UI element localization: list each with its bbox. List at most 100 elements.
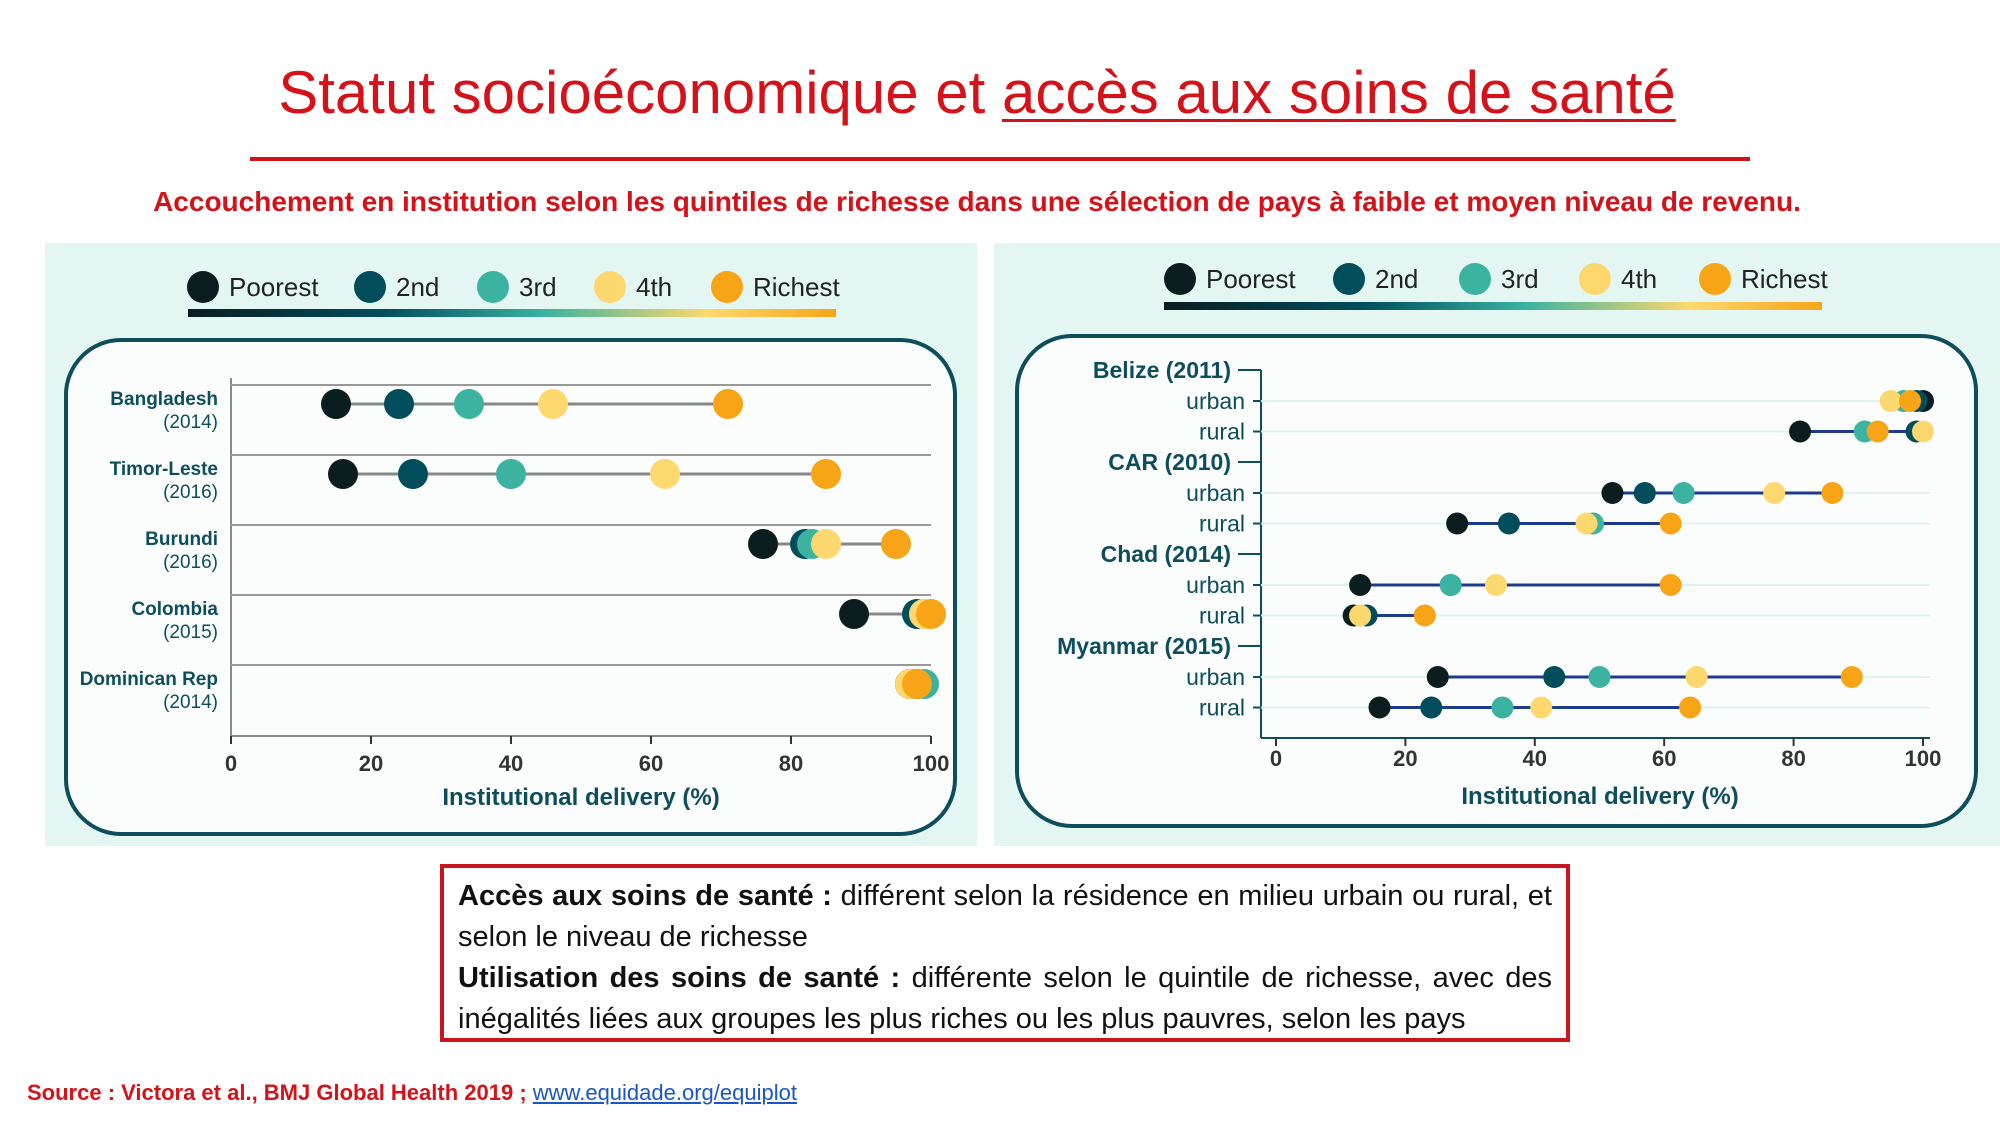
dot-richest — [902, 669, 932, 699]
survey-year-label: (2016) — [163, 482, 218, 503]
dot-richest — [1840, 666, 1863, 688]
country-group-label: Chad (2014) — [1101, 541, 1231, 567]
residence-label: urban — [1186, 388, 1245, 414]
dot-4th — [1912, 420, 1934, 443]
dot-3rd — [1439, 574, 1462, 596]
note-use-text: différente selon le quintile de richesse… — [458, 962, 1552, 1035]
dot-poorest — [748, 529, 778, 559]
page-title: Statut socioéconomique et accès aux soin… — [0, 58, 1954, 127]
country-label: Burundi — [145, 529, 218, 550]
dot-richest — [916, 599, 946, 629]
dot-poorest — [1601, 482, 1624, 504]
country-group-label: CAR (2010) — [1108, 449, 1231, 475]
country-label: Bangladesh — [110, 389, 218, 410]
dot-4th — [538, 389, 568, 419]
dot-richest — [1679, 696, 1702, 719]
dot-2nd — [1497, 512, 1520, 535]
dot-richest — [1413, 604, 1436, 627]
dot-4th — [1349, 604, 1372, 627]
title-part2-underlined: accès aux soins de santé — [1002, 59, 1676, 126]
dot-poorest — [1789, 420, 1812, 443]
legend-label: 3rd — [1501, 264, 1539, 294]
legend-label: 2nd — [1375, 264, 1418, 294]
dot-richest — [1866, 420, 1889, 443]
residence-label: rural — [1199, 603, 1245, 629]
legend-label: Richest — [753, 272, 840, 302]
dot-richest — [811, 459, 841, 489]
x-tick-label: 60 — [1652, 746, 1676, 771]
summary-box: Accès aux soins de santé : différent sel… — [440, 864, 1570, 1042]
chart-frame — [64, 338, 957, 836]
legend-label: Richest — [1741, 264, 1828, 294]
x-axis-title: Institutional delivery (%) — [1461, 783, 1738, 810]
dot-richest — [713, 389, 743, 419]
survey-year-label: (2016) — [163, 552, 218, 573]
note-access-text: différent selon la résidence en milieu u… — [458, 880, 1552, 953]
dot-2nd — [1420, 696, 1443, 719]
survey-year-label: (2015) — [163, 622, 218, 643]
legend-label: 4th — [636, 272, 672, 302]
residence-label: urban — [1186, 480, 1245, 506]
dot-4th — [1879, 390, 1902, 412]
country-label: Timor-Leste — [110, 459, 218, 480]
dot-3rd — [1491, 696, 1514, 719]
legend-swatch-3rd — [1459, 263, 1491, 295]
legend-swatch-poorest — [187, 271, 219, 303]
x-tick-label: 60 — [639, 751, 663, 776]
dot-richest — [1821, 482, 1844, 504]
legend-label: 4th — [1621, 264, 1657, 294]
dot-2nd — [398, 459, 428, 489]
dot-4th — [1575, 512, 1598, 535]
x-axis-title: Institutional delivery (%) — [442, 784, 719, 811]
legend-label: Poorest — [229, 272, 319, 302]
dot-3rd — [1588, 666, 1611, 688]
dot-3rd — [1672, 482, 1695, 504]
dot-richest — [1659, 512, 1682, 535]
x-tick-label: 100 — [1905, 746, 1942, 771]
title-divider — [250, 157, 1750, 161]
dot-2nd — [1543, 666, 1566, 688]
subtitle: Accouchement en institution selon les qu… — [153, 186, 1801, 217]
x-tick-label: 20 — [359, 751, 383, 776]
legend-label: Poorest — [1206, 264, 1296, 294]
legend-swatch-2nd — [354, 271, 386, 303]
dot-2nd — [1633, 482, 1656, 504]
x-tick-label: 0 — [225, 751, 237, 776]
x-tick-label: 40 — [499, 751, 523, 776]
survey-year-label: (2014) — [163, 692, 218, 713]
legend-swatch-richest — [711, 271, 743, 303]
dot-4th — [1763, 482, 1786, 504]
dot-poorest — [328, 459, 358, 489]
residence-label: rural — [1199, 511, 1245, 537]
residence-label: rural — [1199, 419, 1245, 445]
dot-2nd — [384, 389, 414, 419]
country-label: Colombia — [131, 599, 218, 620]
legend-swatch-richest — [1699, 263, 1731, 295]
legend-label: 2nd — [396, 272, 439, 302]
dot-3rd — [496, 459, 526, 489]
legend-swatch-poorest — [1164, 263, 1196, 295]
residence-label: rural — [1199, 695, 1245, 721]
x-tick-label: 20 — [1393, 746, 1417, 771]
source-link[interactable]: www.equidade.org/equiplot — [532, 1080, 797, 1105]
title-part1: Statut socioéconomique et — [278, 59, 1003, 126]
residence-label: urban — [1186, 572, 1245, 598]
dot-poorest — [1349, 574, 1372, 596]
legend-swatch-4th — [594, 271, 626, 303]
dot-4th — [650, 459, 680, 489]
country-group-label: Myanmar (2015) — [1057, 633, 1231, 659]
source-text: Source : Victora et al., BMJ Global Heal… — [27, 1080, 533, 1105]
dot-4th — [811, 529, 841, 559]
left-chart: Poorest 2nd 3rd 4th RichestBangladesh(2014)T… — [64, 271, 957, 836]
dot-4th — [1685, 666, 1708, 688]
x-tick-label: 100 — [913, 751, 950, 776]
dot-richest — [881, 529, 911, 559]
dot-poorest — [1368, 696, 1391, 719]
country-group-label: Belize (2011) — [1093, 357, 1231, 383]
legend-swatch-2nd — [1333, 263, 1365, 295]
legend-gradient-bar — [188, 309, 836, 317]
dot-poorest — [839, 599, 869, 629]
dot-richest — [1899, 390, 1922, 412]
x-tick-label: 40 — [1523, 746, 1547, 771]
dot-richest — [1659, 574, 1682, 596]
